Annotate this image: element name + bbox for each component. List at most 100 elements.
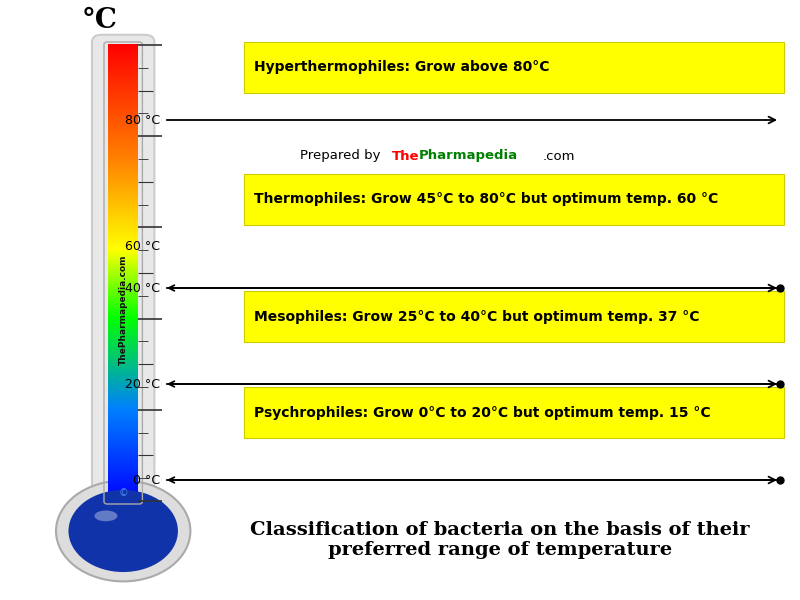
Bar <box>108 394 138 396</box>
Bar <box>244 42 784 93</box>
Bar <box>108 160 138 162</box>
Bar <box>108 287 138 290</box>
Bar <box>108 278 138 281</box>
Bar <box>108 438 138 440</box>
Bar <box>108 455 138 457</box>
Bar <box>108 238 138 239</box>
Bar <box>108 411 138 413</box>
Bar <box>108 383 138 385</box>
Bar <box>108 355 138 356</box>
Bar <box>108 473 138 475</box>
Bar <box>108 259 138 261</box>
Bar <box>108 242 138 244</box>
Bar <box>108 59 138 62</box>
Bar <box>108 300 138 302</box>
Bar <box>108 338 138 340</box>
Bar <box>108 365 138 367</box>
Bar <box>108 376 138 378</box>
Bar <box>108 254 138 256</box>
Bar <box>108 76 138 79</box>
Bar <box>108 193 138 196</box>
Bar <box>108 222 138 224</box>
Bar <box>108 105 138 107</box>
Bar <box>108 118 138 119</box>
Bar <box>108 421 138 424</box>
Bar <box>108 437 138 439</box>
Bar <box>108 440 138 442</box>
Bar <box>108 157 138 159</box>
Bar <box>108 61 138 63</box>
Bar <box>108 210 138 212</box>
Bar <box>108 306 138 308</box>
Bar <box>108 49 138 51</box>
Bar <box>108 443 138 445</box>
Bar <box>108 155 138 157</box>
Bar <box>108 269 138 271</box>
Bar <box>108 233 138 235</box>
Circle shape <box>91 507 155 555</box>
Bar <box>108 330 138 332</box>
Text: 60 °C: 60 °C <box>125 239 160 253</box>
Bar <box>108 341 138 343</box>
Bar <box>108 415 138 418</box>
Bar <box>108 46 138 48</box>
Bar <box>108 380 138 382</box>
Bar <box>108 280 138 282</box>
Bar <box>108 170 138 173</box>
Bar <box>108 146 138 148</box>
Bar <box>108 50 138 53</box>
Bar <box>108 283 138 285</box>
Bar <box>108 482 138 484</box>
Bar <box>108 230 138 232</box>
Bar <box>108 256 138 258</box>
Bar <box>108 219 138 221</box>
Bar <box>108 161 138 164</box>
Bar <box>108 420 138 422</box>
Bar <box>108 301 138 304</box>
Bar <box>108 70 138 73</box>
Bar <box>108 466 138 467</box>
Bar <box>108 148 138 150</box>
Bar <box>108 481 138 483</box>
Bar <box>108 312 138 314</box>
Bar <box>108 401 138 404</box>
Bar <box>108 140 138 142</box>
Bar <box>108 108 138 110</box>
Bar <box>108 125 138 127</box>
Bar <box>108 175 138 177</box>
Bar <box>108 293 138 296</box>
Bar <box>108 88 138 91</box>
Bar <box>108 172 138 174</box>
Bar <box>108 427 138 430</box>
Bar <box>108 134 138 136</box>
Bar <box>108 250 138 252</box>
Circle shape <box>80 499 166 563</box>
Bar <box>108 346 138 347</box>
Bar <box>108 198 138 200</box>
Bar <box>108 202 138 205</box>
Bar <box>108 98 138 100</box>
Text: Thermophiles: Grow 45°C to 80°C but optimum temp. 60 °C: Thermophiles: Grow 45°C to 80°C but opti… <box>254 193 718 206</box>
Bar <box>108 491 138 493</box>
Text: Hyperthermophiles: Grow above 80°C: Hyperthermophiles: Grow above 80°C <box>254 61 549 74</box>
Bar <box>108 189 138 191</box>
Bar <box>108 323 138 325</box>
Bar <box>108 469 138 470</box>
Bar <box>108 110 138 112</box>
Bar <box>108 309 138 311</box>
Bar <box>108 412 138 415</box>
Bar <box>108 73 138 76</box>
Bar <box>108 192 138 194</box>
Bar <box>108 232 138 233</box>
Bar <box>108 235 138 236</box>
Bar <box>108 178 138 180</box>
Bar <box>108 434 138 436</box>
Bar <box>108 295 138 298</box>
Bar <box>108 241 138 242</box>
Bar <box>108 166 138 168</box>
Bar <box>108 494 138 496</box>
Bar <box>108 277 138 279</box>
Text: Classification of bacteria on the basis of their
preferred range of temperature: Classification of bacteria on the basis … <box>250 521 750 559</box>
Bar <box>108 379 138 381</box>
Bar <box>108 257 138 259</box>
